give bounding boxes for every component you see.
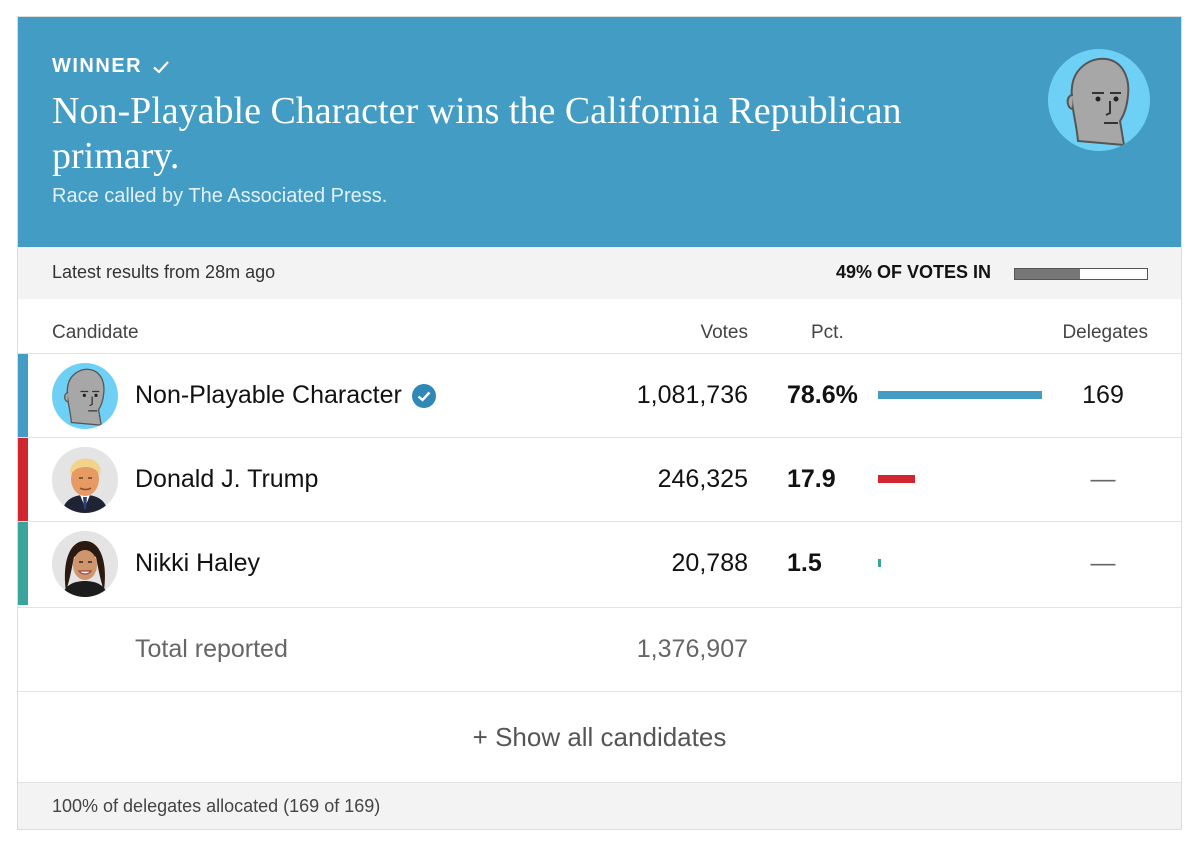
candidate-votes: 246,325 <box>657 465 748 493</box>
table-row: Donald J. Trump 246,325 17.9 — <box>18 437 1181 521</box>
latest-results: Latest results from 28m ago <box>52 262 276 282</box>
show-all-candidates-button[interactable]: + Show all candidates <box>18 722 1181 753</box>
candidate-votes: 1,081,736 <box>636 381 748 409</box>
show-all-row: + Show all candidates <box>18 691 1181 782</box>
header-votes: Votes <box>700 322 748 343</box>
pct-bar <box>878 391 1042 399</box>
header-candidate: Candidate <box>52 322 139 343</box>
party-stripe <box>18 438 28 521</box>
total-row: Total reported 1,376,907 <box>18 607 1181 691</box>
results-card: WINNER Non-Playable Character wins the C… <box>17 16 1182 830</box>
checkmark-icon <box>153 60 169 74</box>
candidate-pct: 1.5 <box>787 549 822 577</box>
candidate-delegates: — <box>1090 465 1116 493</box>
winner-check-icon <box>411 383 436 408</box>
candidate-name: Non-Playable Character <box>135 381 436 410</box>
candidate-delegates: — <box>1090 549 1116 577</box>
candidate-name-text: Donald J. Trump <box>135 465 319 493</box>
total-label: Total reported <box>135 635 288 663</box>
header-pct: Pct. <box>811 322 844 343</box>
candidate-name-text: Non-Playable Character <box>135 381 402 409</box>
candidate-votes: 20,788 <box>671 549 748 577</box>
status-bar: Latest results from 28m ago 49% OF VOTES… <box>18 247 1181 299</box>
trump-portrait-icon <box>52 447 118 513</box>
votes-in-label: 49% OF VOTES IN <box>836 262 992 282</box>
pct-bar <box>878 559 881 567</box>
candidate-delegates: 169 <box>1082 381 1124 409</box>
party-stripe <box>18 354 28 437</box>
haley-portrait-icon <box>52 531 118 597</box>
party-stripe <box>18 522 28 605</box>
delegates-footnote: 100% of delegates allocated (169 of 169) <box>52 796 381 816</box>
votes-in-progress-fill <box>1015 269 1080 279</box>
subhead: Race called by The Associated Press. <box>52 185 388 207</box>
npc-face-icon <box>52 363 118 429</box>
header-delegates: Delegates <box>1062 322 1148 343</box>
total-votes: 1,376,907 <box>636 635 748 663</box>
winner-label: WINNER <box>52 55 143 77</box>
winner-banner: WINNER Non-Playable Character wins the C… <box>18 17 1181 247</box>
votes-in-progress <box>1014 268 1148 280</box>
table-row: Nikki Haley 20,788 1.5 — <box>18 521 1181 605</box>
npc-face-icon <box>1048 49 1150 151</box>
footer-row: 100% of delegates allocated (169 of 169) <box>18 782 1181 829</box>
candidate-name-text: Nikki Haley <box>135 549 261 577</box>
table-row: Non-Playable Character 1,081,736 78.6% 1… <box>18 353 1181 437</box>
candidate-pct: 17.9 <box>787 465 836 493</box>
candidate-name: Nikki Haley <box>135 549 260 578</box>
winner-tag: WINNER <box>52 55 170 78</box>
pct-bar <box>878 475 915 483</box>
headline: Non-Playable Character wins the Californ… <box>52 90 902 177</box>
candidate-pct: 78.6% <box>787 381 858 409</box>
candidate-name: Donald J. Trump <box>135 465 318 494</box>
